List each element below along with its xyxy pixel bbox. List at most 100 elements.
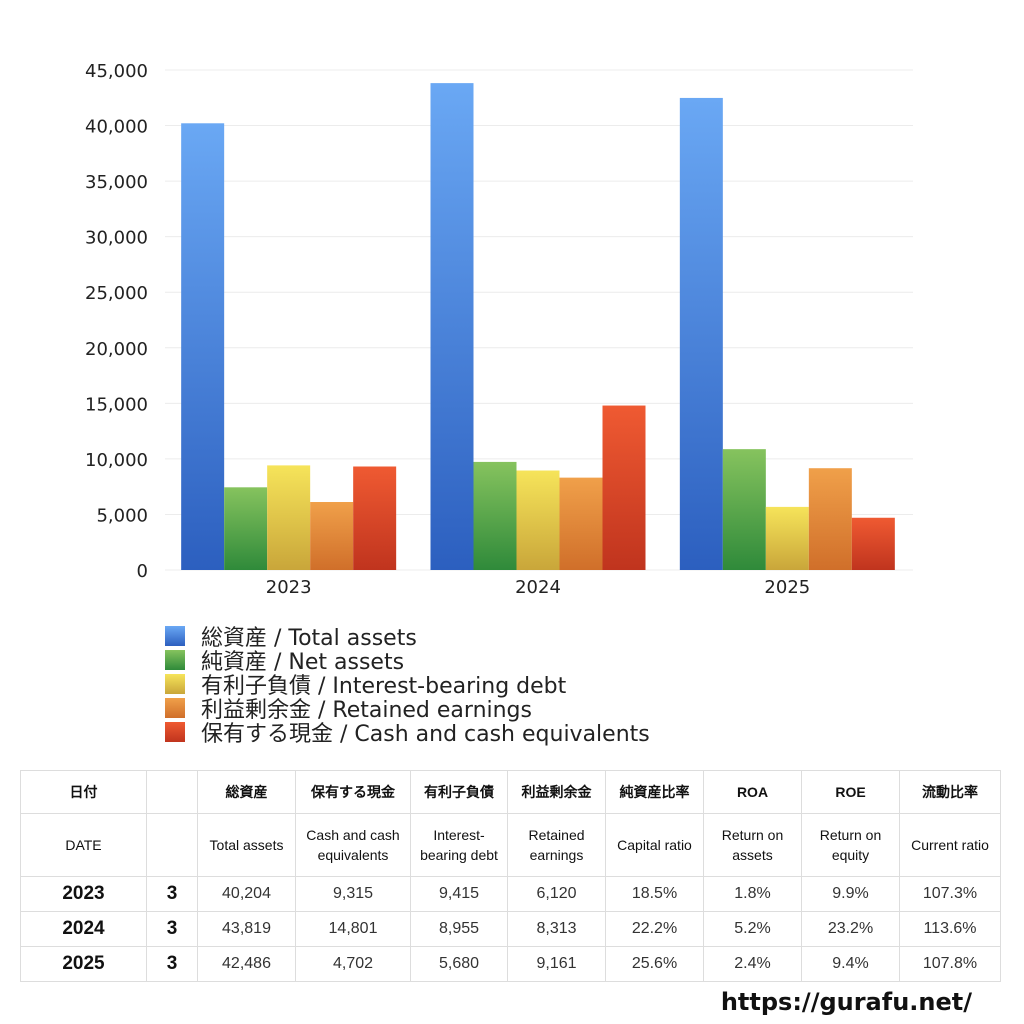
y-tick-label: 30,000 <box>85 228 148 249</box>
y-tick-label: 20,000 <box>85 339 148 360</box>
bar <box>267 465 311 570</box>
bar <box>765 506 809 570</box>
table-cell: 2023 <box>20 876 147 912</box>
legend-swatch <box>165 722 185 742</box>
table-cell: 5.2% <box>703 911 802 947</box>
table-header-ja: 日付 総資産 保有する現金 有利子負債 利益剰余金 純資産比率 ROA ROE 流動比率 <box>20 770 1001 814</box>
table-cell: 3 <box>146 946 198 982</box>
table-cell: 40,204 <box>197 876 296 912</box>
x-tick-label: 2023 <box>266 577 312 598</box>
table-cell: 23.2% <box>801 911 900 947</box>
x-axis-ticks: 2023 2024 2025 <box>266 577 810 598</box>
table-cell: 8,955 <box>410 911 508 947</box>
bar <box>851 517 895 570</box>
legend-label: 有利子負債 / Interest-bearing debt <box>201 674 567 699</box>
y-tick-label: 15,000 <box>85 394 148 415</box>
y-tick-label: 45,000 <box>85 61 148 82</box>
header-cell: Return on assets <box>703 813 802 877</box>
header-cell <box>146 770 198 814</box>
bar <box>473 461 517 570</box>
bar <box>679 97 723 570</box>
y-tick-label: 40,000 <box>85 117 148 138</box>
y-tick-label: 0 <box>137 561 148 582</box>
legend-item: 総資産 / Total assets <box>165 624 650 651</box>
table-row: 2025 3 42,486 4,702 5,680 9,161 25.6% 2.4% 9.4% 1… <box>20 946 1001 982</box>
table-cell: 2024 <box>20 911 147 947</box>
table-cell: 2025 <box>20 946 147 982</box>
legend-label: 保有する現金 / Cash and cash equivalents <box>201 722 650 747</box>
financial-table: 日付 総資産 保有する現金 有利子負債 利益剰余金 純資産比率 ROA ROE 流動比率 DAT… <box>20 770 1001 982</box>
header-cell: 日付 <box>20 770 147 814</box>
bar <box>181 123 225 571</box>
header-cell: 流動比率 <box>899 770 1001 814</box>
legend-item: 有利子負債 / Interest-bearing debt <box>165 672 650 699</box>
bars <box>181 83 895 571</box>
header-cell: ROE <box>801 770 900 814</box>
table-row: 2023 3 40,204 9,315 9,415 6,120 18.5% 1.8% 9.9% 1… <box>20 876 1001 912</box>
table-row: 2024 3 43,819 14,801 8,955 8,313 22.2% 5.2% 23.2… <box>20 911 1001 947</box>
header-cell: Return on equity <box>801 813 900 877</box>
table-cell: 8,313 <box>507 911 606 947</box>
table-cell: 25.6% <box>605 946 704 982</box>
table-cell: 3 <box>146 876 198 912</box>
legend-swatch <box>165 650 185 670</box>
table-cell: 1.8% <box>703 876 802 912</box>
bar <box>516 470 560 570</box>
table-cell: 9.4% <box>801 946 900 982</box>
legend-item: 純資産 / Net assets <box>165 648 650 675</box>
table-cell: 107.8% <box>899 946 1001 982</box>
table-cell: 3 <box>146 911 198 947</box>
table-cell: 9,161 <box>507 946 606 982</box>
x-tick-label: 2025 <box>764 577 810 598</box>
header-cell: ROA <box>703 770 802 814</box>
table-cell: 22.2% <box>605 911 704 947</box>
header-cell: Cash and cash equivalents <box>295 813 411 877</box>
header-cell: 利益剰余金 <box>507 770 606 814</box>
header-cell: 純資産比率 <box>605 770 704 814</box>
bar-chart: 0 5,000 10,000 15,000 20,000 25,000 30,000 35,0… <box>85 61 913 598</box>
header-cell: Total assets <box>197 813 296 877</box>
table-cell: 43,819 <box>197 911 296 947</box>
legend-label: 純資産 / Net assets <box>201 650 405 675</box>
chart-legend: 総資産 / Total assets 純資産 / Net assets 有利子負債 … <box>165 624 650 747</box>
table-header-en: DATE Total assets Cash and cash equivalent… <box>20 813 1001 877</box>
y-tick-label: 10,000 <box>85 450 148 471</box>
y-tick-label: 35,000 <box>85 172 148 193</box>
bar <box>722 449 766 570</box>
table-cell: 4,702 <box>295 946 411 982</box>
table-cell: 5,680 <box>410 946 508 982</box>
table-cell: 107.3% <box>899 876 1001 912</box>
header-cell <box>146 813 198 877</box>
bar <box>602 405 646 570</box>
legend-label: 総資産 / Total assets <box>201 626 417 651</box>
bar <box>353 466 397 570</box>
legend-label: 利益剰余金 / Retained earnings <box>201 698 532 723</box>
bar <box>430 83 474 570</box>
x-tick-label: 2024 <box>515 577 561 598</box>
y-tick-label: 25,000 <box>85 283 148 304</box>
table-cell: 14,801 <box>295 911 411 947</box>
legend-swatch <box>165 674 185 694</box>
header-cell: Capital ratio <box>605 813 704 877</box>
y-tick-label: 5,000 <box>96 505 148 526</box>
table-cell: 2.4% <box>703 946 802 982</box>
header-cell: DATE <box>20 813 147 877</box>
legend-swatch <box>165 698 185 718</box>
table-body: 2023 3 40,204 9,315 9,415 6,120 18.5% 1.8% 9.9% 1… <box>20 876 1001 982</box>
header-cell: 有利子負債 <box>410 770 508 814</box>
table-cell: 6,120 <box>507 876 606 912</box>
header-cell: Interest-bearing debt <box>410 813 508 877</box>
header-cell: 総資産 <box>197 770 296 814</box>
header-cell: Current ratio <box>899 813 1001 877</box>
bar <box>310 502 354 570</box>
table-cell: 9,415 <box>410 876 508 912</box>
table-cell: 113.6% <box>899 911 1001 947</box>
header-cell: Retained earnings <box>507 813 606 877</box>
bar <box>224 487 268 570</box>
site-url: https://gurafu.net/ <box>720 988 972 1016</box>
bar <box>559 477 603 570</box>
legend-item: 利益剰余金 / Retained earnings <box>165 696 650 723</box>
bar <box>808 468 852 570</box>
y-axis-ticks: 0 5,000 10,000 15,000 20,000 25,000 30,000 35,0… <box>85 61 148 582</box>
table-cell: 18.5% <box>605 876 704 912</box>
